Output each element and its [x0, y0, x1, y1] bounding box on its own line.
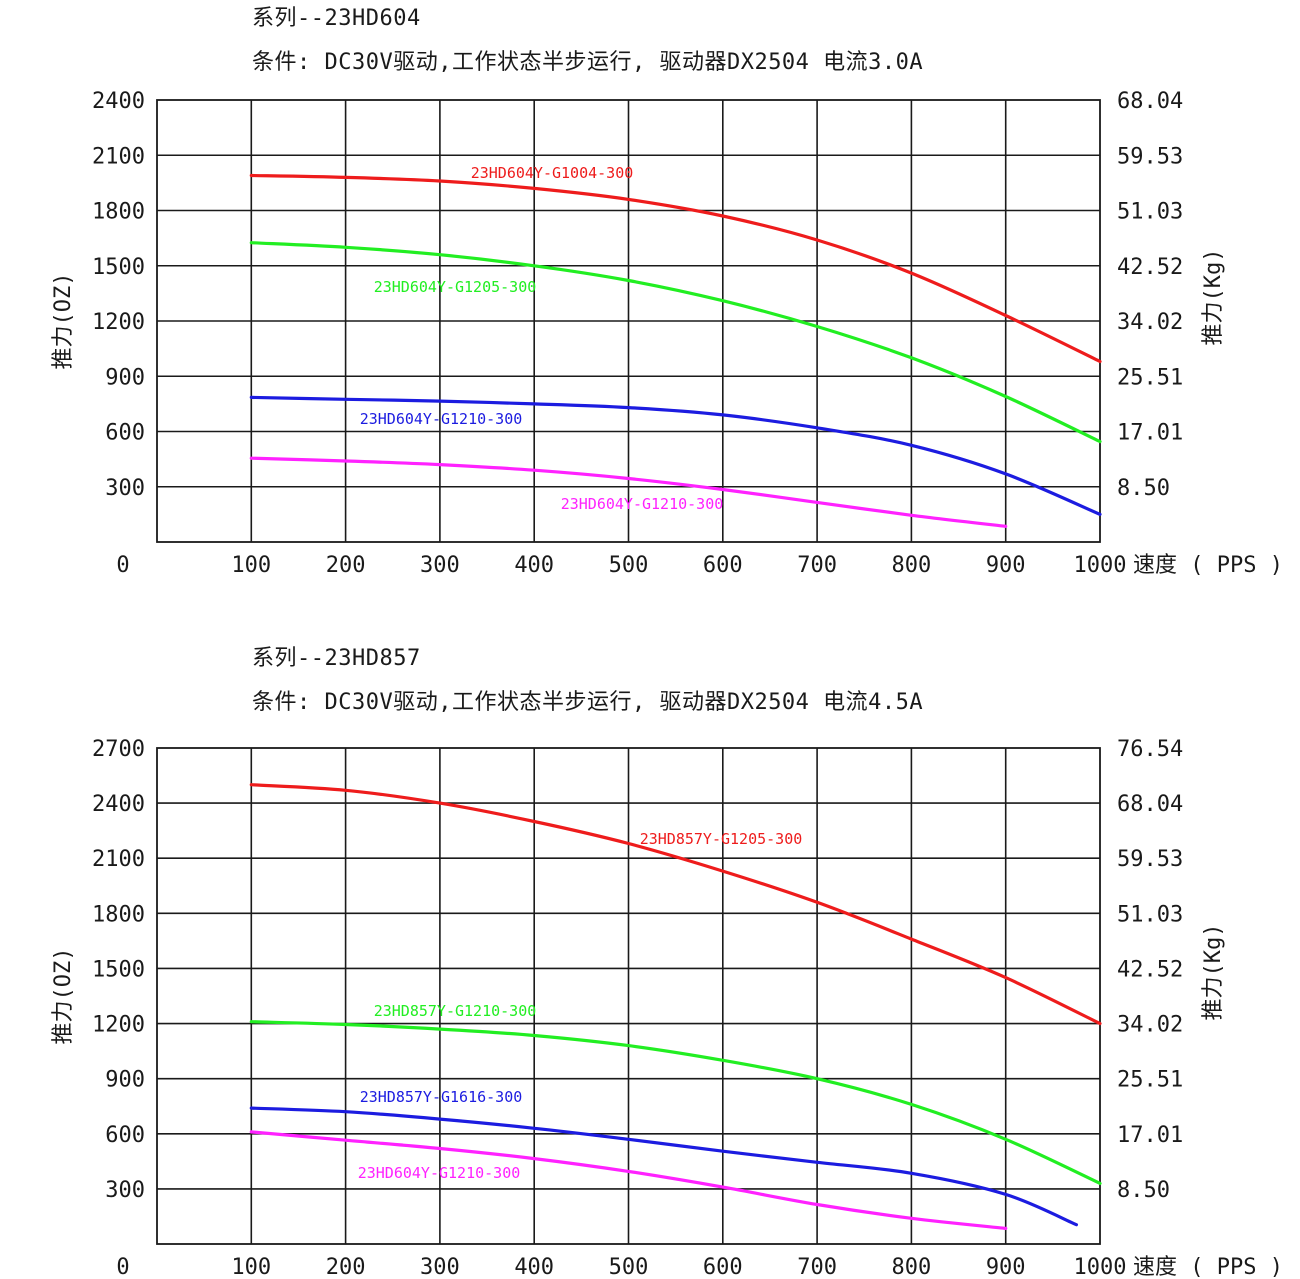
plot-frame [156, 99, 1101, 543]
x-tick-label: 500 [609, 1255, 649, 1279]
x-tick-label: 800 [892, 1255, 932, 1279]
y2-tick-label: 42.52 [1117, 255, 1183, 280]
series-line [249, 173, 1102, 364]
x-tick-label: 1000 [1074, 1255, 1127, 1279]
chart-panel-23hd604: 系列--23HD604 条件: DC30V驱动,工作状态半步运行, 驱动器DX2… [51, 6, 1283, 578]
y-tick-label: 1200 [92, 1013, 145, 1038]
y2-tick-label: 76.54 [1117, 737, 1183, 762]
series-label: 23HD604Y-G1004-300 [471, 164, 634, 182]
series-line [249, 395, 1102, 516]
series-label: 23HD604Y-G1210-300 [358, 1164, 521, 1182]
x-tick-label: 500 [609, 553, 649, 578]
series-title: 系列--23HD857 [252, 646, 421, 671]
y-tick-label: 1500 [92, 957, 145, 982]
x-tick-label: 300 [420, 553, 460, 578]
x-tick-label: 800 [892, 553, 932, 578]
y2-tick-label: 17.01 [1117, 421, 1183, 446]
series-label: 23HD604Y-G1210-300 [561, 495, 724, 513]
x-tick-label: 1000 [1074, 553, 1127, 578]
chart-panel-23hd857: 系列--23HD857 条件: DC30V驱动,工作状态半步运行, 驱动器DX2… [0, 640, 1300, 1279]
y2-tick-label: 8.50 [1117, 1178, 1170, 1203]
x-origin-label: 0 [116, 1255, 129, 1279]
y-tick-label: 1800 [92, 902, 145, 927]
x-tick-label: 100 [231, 553, 271, 578]
y2-tick-label: 34.02 [1117, 1013, 1183, 1038]
x-origin-label: 0 [116, 553, 129, 578]
y2-tick-label: 68.04 [1117, 89, 1183, 114]
y-tick-label: 1200 [92, 310, 145, 335]
x-tick-label: 400 [514, 553, 554, 578]
y2-tick-label: 34.02 [1117, 310, 1183, 335]
y-tick-label: 900 [105, 1068, 145, 1093]
condition-text: 条件: DC30V驱动,工作状态半步运行, 驱动器DX2504 电流3.0A [252, 50, 924, 75]
y2-tick-label: 59.53 [1117, 144, 1183, 169]
y-tick-label: 600 [105, 421, 145, 446]
x-tick-label: 100 [231, 1255, 271, 1279]
y-tick-label: 2700 [92, 737, 145, 762]
y-tick-label: 1800 [92, 200, 145, 225]
y2-tick-label: 42.52 [1117, 957, 1183, 982]
y2-tick-label: 17.01 [1117, 1123, 1183, 1148]
y2-tick-label: 68.04 [1117, 792, 1183, 817]
x-axis-label: 速度 ( PPS ) [1133, 1255, 1283, 1279]
y2-tick-label: 25.51 [1117, 1068, 1183, 1093]
series-line [249, 1106, 1078, 1227]
thrust-speed-chart: 300 600 900 1200 1500 1800 2100 2400 2700 0 8.50 17… [51, 737, 1283, 1279]
y-tick-label: 2400 [92, 792, 145, 817]
y-tick-label: 600 [105, 1123, 145, 1148]
y2-axis-label: 推力(Kg) [1201, 924, 1226, 1021]
condition-text: 条件: DC30V驱动,工作状态半步运行, 驱动器DX2504 电流4.5A [252, 690, 924, 715]
x-tick-label: 200 [326, 1255, 366, 1279]
y-tick-label: 300 [105, 1178, 145, 1203]
x-tick-label: 400 [514, 1255, 554, 1279]
x-tick-label: 900 [986, 1255, 1026, 1279]
series-title: 系列--23HD604 [252, 6, 421, 31]
series-line [249, 783, 1102, 1026]
y-tick-label: 900 [105, 365, 145, 390]
series-label: 23HD604Y-G1210-300 [360, 410, 523, 428]
y-tick-label: 300 [105, 476, 145, 501]
series-label: 23HD604Y-G1205-300 [374, 278, 537, 296]
series-line [249, 1020, 1102, 1185]
x-tick-label: 600 [703, 1255, 743, 1279]
y2-tick-label: 51.03 [1117, 902, 1183, 927]
x-tick-label: 700 [797, 553, 837, 578]
x-tick-label: 900 [986, 553, 1026, 578]
y2-tick-label: 8.50 [1117, 476, 1170, 501]
series-line [249, 1130, 1008, 1230]
series-label: 23HD857Y-G1210-300 [374, 1002, 537, 1020]
y-tick-label: 2100 [92, 847, 145, 872]
series-label: 23HD857Y-G1616-300 [360, 1088, 523, 1106]
x-axis-label: 速度 ( PPS ) [1133, 553, 1283, 578]
x-tick-label: 300 [420, 1255, 460, 1279]
x-tick-label: 600 [703, 553, 743, 578]
y-tick-label: 1500 [92, 255, 145, 280]
thrust-speed-chart: 300 600 900 1200 1500 1800 2100 2400 0 8.50 17.01 2… [51, 89, 1283, 578]
series-line [249, 241, 1102, 444]
y2-tick-label: 25.51 [1117, 365, 1183, 390]
x-tick-label: 200 [326, 553, 366, 578]
y2-tick-label: 51.03 [1117, 200, 1183, 225]
series-line [249, 456, 1008, 528]
y2-axis-label: 推力(Kg) [1201, 249, 1226, 346]
y-axis-label: 推力(OZ) [51, 273, 76, 370]
x-tick-label: 700 [797, 1255, 837, 1279]
y-tick-label: 2400 [92, 89, 145, 114]
y-tick-label: 2100 [92, 144, 145, 169]
plot-frame [156, 747, 1101, 1245]
y-axis-label: 推力(OZ) [51, 948, 76, 1045]
series-label: 23HD857Y-G1205-300 [640, 830, 803, 848]
y2-tick-label: 59.53 [1117, 847, 1183, 872]
